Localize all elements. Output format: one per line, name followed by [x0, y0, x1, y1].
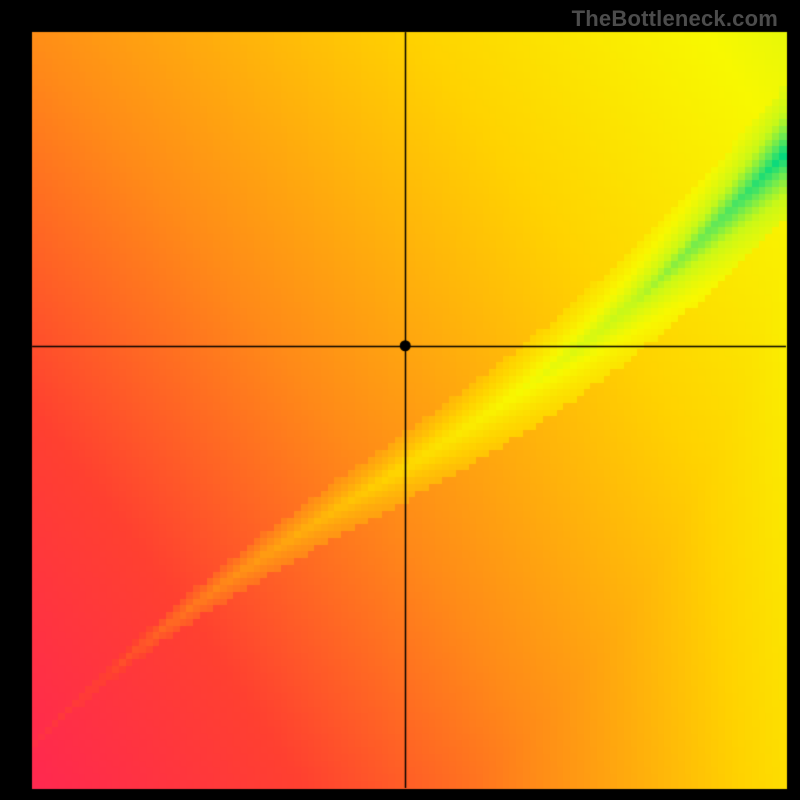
chart-container: TheBottleneck.com: [0, 0, 800, 800]
watermark-label: TheBottleneck.com: [572, 6, 778, 32]
crosshair-overlay: [0, 0, 800, 800]
